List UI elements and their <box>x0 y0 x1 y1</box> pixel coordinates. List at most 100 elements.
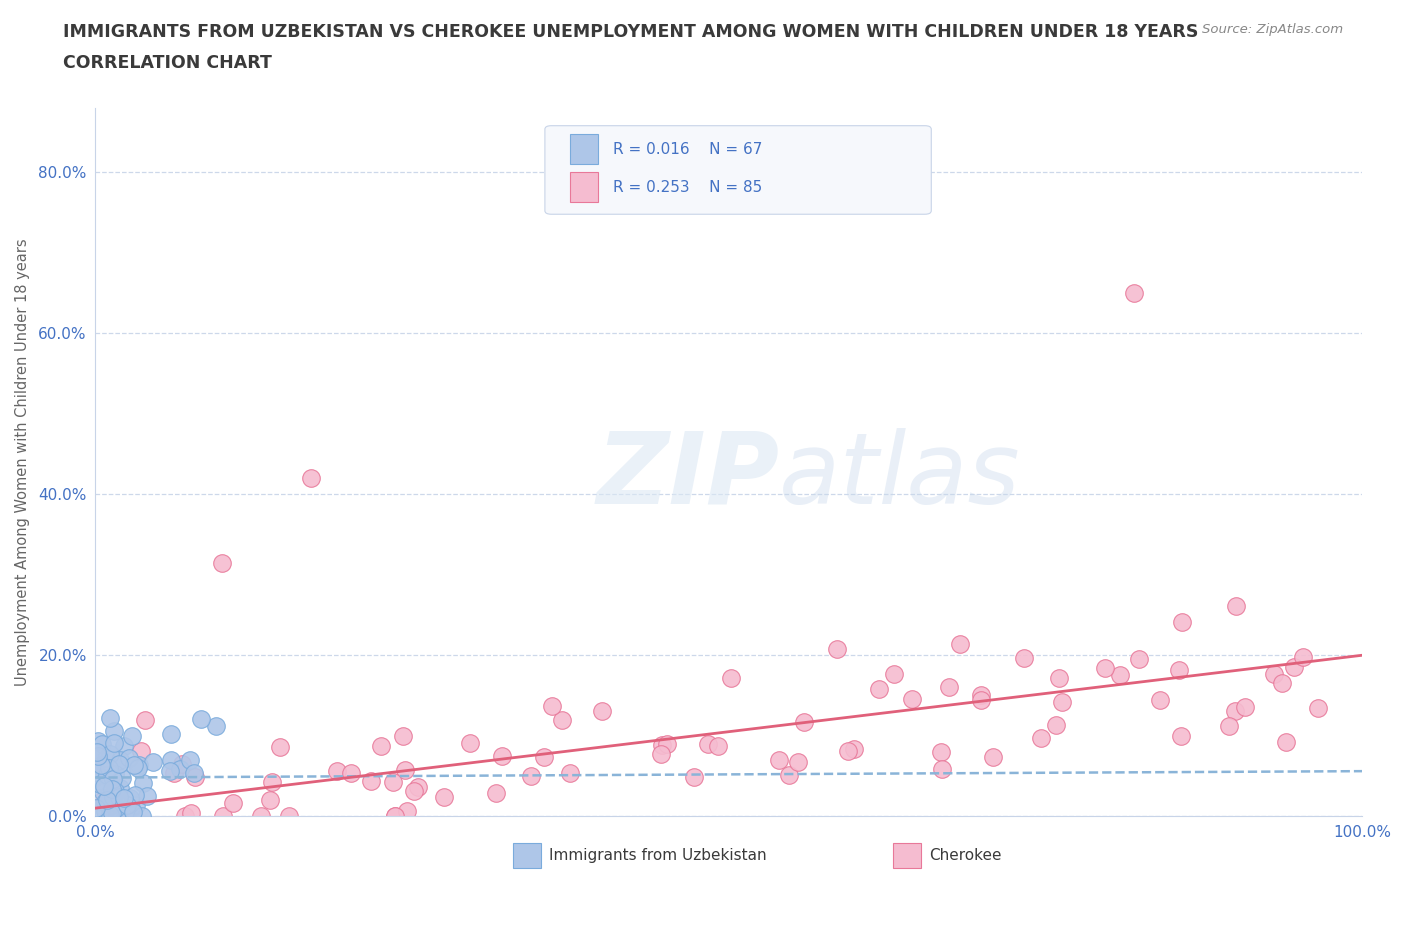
Point <box>787 754 810 769</box>
Point <box>135 789 157 804</box>
Point <box>949 636 972 651</box>
Point <box>112 790 135 805</box>
Point <box>118 751 141 765</box>
Point <box>86 801 108 816</box>
Point <box>211 555 233 570</box>
Point <box>93 785 115 800</box>
Point <box>183 765 205 780</box>
Point <box>101 805 124 820</box>
Point <box>299 471 322 485</box>
Point <box>134 712 156 727</box>
Point <box>533 750 555 764</box>
Text: Cherokee: Cherokee <box>929 847 1001 863</box>
Point <box>121 729 143 744</box>
Point <box>104 766 127 781</box>
Text: IMMIGRANTS FROM UZBEKISTAN VS CHEROKEE UNEMPLOYMENT AMONG WOMEN WITH CHILDREN UN: IMMIGRANTS FROM UZBEKISTAN VS CHEROKEE U… <box>63 23 1199 41</box>
Point <box>101 795 124 810</box>
Point <box>260 775 283 790</box>
Point <box>98 803 121 817</box>
Point <box>1275 735 1298 750</box>
Point <box>384 809 406 824</box>
Point <box>249 809 271 824</box>
Point <box>1029 731 1052 746</box>
Point <box>339 765 361 780</box>
Bar <box>893 844 921 868</box>
Point <box>91 737 114 751</box>
Point <box>184 769 207 784</box>
Point <box>190 711 212 726</box>
Point <box>392 728 415 743</box>
Point <box>124 757 146 772</box>
Point <box>1170 729 1192 744</box>
Point <box>104 801 127 816</box>
Point <box>1045 717 1067 732</box>
Point <box>931 761 953 776</box>
Point <box>131 808 153 823</box>
Point <box>105 809 128 824</box>
Point <box>1284 659 1306 674</box>
Point <box>96 768 118 783</box>
Point <box>458 736 481 751</box>
Point <box>657 737 679 751</box>
Point <box>1108 668 1130 683</box>
Point <box>97 761 120 776</box>
Point <box>222 795 245 810</box>
Point <box>720 671 742 685</box>
Point <box>1171 615 1194 630</box>
Text: CORRELATION CHART: CORRELATION CHART <box>63 54 273 72</box>
Point <box>107 796 129 811</box>
Point <box>842 742 865 757</box>
Point <box>103 736 125 751</box>
Point <box>768 752 790 767</box>
Point <box>90 757 112 772</box>
Point <box>89 777 111 791</box>
Point <box>1168 663 1191 678</box>
Point <box>837 744 859 759</box>
Point <box>174 809 197 824</box>
Bar <box>513 844 541 868</box>
Point <box>491 749 513 764</box>
Point <box>970 693 993 708</box>
Point <box>558 765 581 780</box>
Point <box>169 761 191 776</box>
Point <box>101 781 124 796</box>
Point <box>1094 660 1116 675</box>
Point <box>551 712 574 727</box>
Point <box>683 770 706 785</box>
Point <box>124 788 146 803</box>
Point <box>105 789 128 804</box>
Point <box>159 764 181 778</box>
Point <box>696 737 718 751</box>
Point <box>1012 650 1035 665</box>
Point <box>103 785 125 800</box>
Point <box>370 738 392 753</box>
Point <box>179 753 201 768</box>
Point <box>406 779 429 794</box>
Point <box>883 667 905 682</box>
Point <box>520 768 543 783</box>
Text: ZIP: ZIP <box>596 428 779 525</box>
Point <box>970 688 993 703</box>
Point <box>104 784 127 799</box>
Point <box>929 745 952 760</box>
Point <box>212 809 235 824</box>
Point <box>825 642 848 657</box>
FancyBboxPatch shape <box>546 126 931 214</box>
Point <box>129 744 152 759</box>
Point <box>98 747 121 762</box>
Point <box>541 698 564 713</box>
Point <box>1128 651 1150 666</box>
Point <box>1149 692 1171 707</box>
Point <box>1263 666 1285 681</box>
Point <box>269 739 291 754</box>
Point <box>160 752 183 767</box>
Point <box>868 682 890 697</box>
Bar <box>571 172 598 202</box>
Text: atlas: atlas <box>779 428 1021 525</box>
Point <box>96 792 118 807</box>
Point <box>105 808 128 823</box>
Point <box>1223 704 1246 719</box>
Point <box>112 739 135 754</box>
Point <box>94 751 117 765</box>
Point <box>1234 699 1257 714</box>
